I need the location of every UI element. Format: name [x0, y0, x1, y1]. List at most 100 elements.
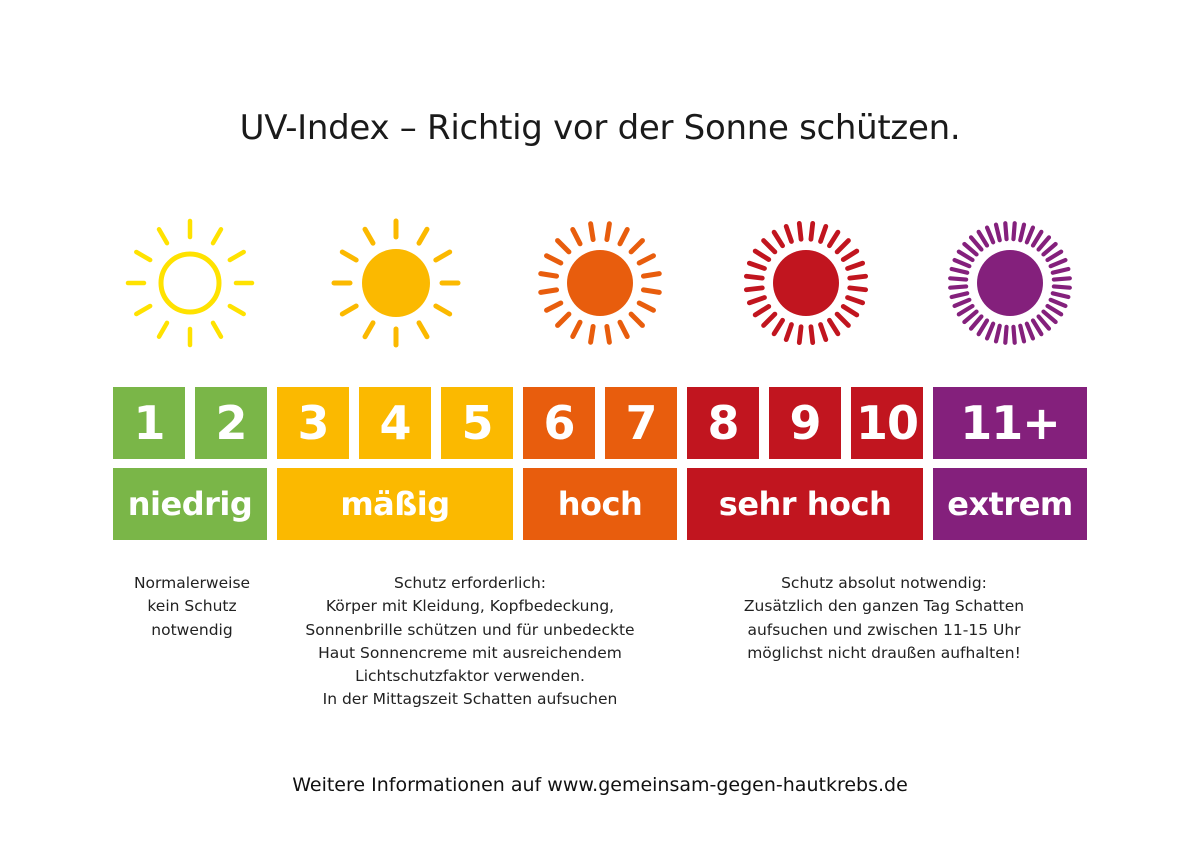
- sun-ray: [771, 229, 785, 249]
- sun-ray: [134, 303, 153, 317]
- sun-ray: [1045, 303, 1064, 317]
- uv-index-6: 6: [523, 387, 595, 459]
- description-low: Normalerweise kein Schutz notwendig: [112, 572, 272, 642]
- sun-ray: [834, 311, 851, 328]
- sun-ray: [1030, 318, 1044, 337]
- sun-ray: [1003, 324, 1009, 345]
- sun-ray: [588, 323, 596, 345]
- description-line: Normalerweise: [133, 574, 251, 592]
- sun-ray: [761, 238, 778, 255]
- sun-ray: [1045, 249, 1064, 263]
- sun-ray: [783, 223, 794, 244]
- sun-ray: [752, 304, 772, 318]
- sun-ray: [433, 249, 453, 263]
- sun-ray: [743, 285, 765, 293]
- sun-ray: [1036, 314, 1052, 331]
- sun-filled-icon: [326, 213, 466, 353]
- sun-ray: [761, 311, 778, 328]
- sun-ray: [544, 253, 564, 266]
- sun-ray: [227, 249, 246, 263]
- description-line: Zusätzlich den ganzen Tag Schatten: [743, 597, 1025, 616]
- sun-ray: [827, 229, 841, 249]
- sun-ray: [827, 317, 841, 337]
- sun-ray: [771, 317, 785, 337]
- sun-ray: [949, 291, 970, 300]
- level-high: hoch: [523, 468, 677, 540]
- sun-disc: [773, 250, 839, 316]
- sun-ray: [783, 322, 794, 343]
- sun-ray: [808, 324, 816, 346]
- uv-index-9: 9: [769, 387, 841, 459]
- sun-ray: [752, 248, 772, 262]
- sun-densest-rays-icon: [940, 213, 1080, 353]
- sun-ray: [1041, 309, 1058, 325]
- uv-index-3: 3: [277, 387, 349, 459]
- sun-ray: [617, 227, 630, 247]
- sun-ray: [976, 318, 990, 337]
- sun-ray: [968, 314, 984, 331]
- description-line: Schutz absolut notwendig:: [781, 574, 987, 592]
- sun-ray: [1051, 284, 1072, 290]
- sun-ray: [847, 273, 869, 281]
- sun-ray: [1011, 221, 1017, 242]
- sun-ray: [636, 253, 656, 266]
- uv-index-10: 10: [851, 387, 923, 459]
- sun-ray: [993, 222, 1002, 243]
- description-line: Schutz erforderlich:: [393, 574, 547, 592]
- uv-index-1: 1: [113, 387, 185, 459]
- sun-ray: [840, 248, 860, 262]
- sun-ray: [570, 319, 583, 339]
- sun-ray: [962, 309, 979, 325]
- sun-ray: [1036, 235, 1052, 252]
- sun-disc: [158, 251, 222, 315]
- description-line: kein Schutz: [147, 597, 237, 616]
- sun-ray: [362, 320, 376, 340]
- sun-ray: [1050, 266, 1071, 275]
- sun-ray: [968, 235, 984, 252]
- sun-outline-icon: [120, 213, 260, 353]
- sun-ray: [845, 260, 866, 271]
- sun-ray: [1018, 323, 1027, 344]
- sun-ray: [538, 287, 560, 295]
- sun-ray: [948, 284, 969, 290]
- sun-ray: [1024, 225, 1036, 245]
- level-low: niedrig: [113, 468, 267, 540]
- description-line: aufsuchen und zwischen 11-15 Uhr: [747, 620, 1021, 639]
- sun-ray: [416, 320, 430, 340]
- description-line: Sonnenbrille schützen und für unbedeckte: [305, 620, 635, 639]
- description-line: notwendig: [151, 620, 233, 639]
- sun-ray: [156, 227, 170, 246]
- uv-index-4: 4: [359, 387, 431, 459]
- sun-ray: [339, 249, 359, 263]
- sun-ray: [796, 220, 804, 242]
- sun-ray: [640, 287, 662, 295]
- sun-ray: [628, 238, 645, 255]
- description-moderate: Schutz erforderlich: Körper mit Kleidung…: [270, 572, 670, 712]
- sun-ray: [636, 300, 656, 313]
- sun-ray: [628, 311, 645, 328]
- sun-ray: [640, 271, 662, 279]
- sun-ray: [227, 303, 246, 317]
- sun-ray: [834, 238, 851, 255]
- sun-ray: [847, 285, 869, 293]
- sun-ray: [949, 266, 970, 275]
- sun-ray: [962, 241, 979, 257]
- sun-ray: [1011, 324, 1017, 345]
- sun-ray: [544, 300, 564, 313]
- sun-ray: [1024, 321, 1036, 341]
- sun-ray: [993, 323, 1002, 344]
- sun-ray: [948, 276, 969, 282]
- sun-ray: [433, 303, 453, 317]
- footer-info-link[interactable]: Weitere Informationen auf www.gemeinsam-…: [292, 774, 908, 796]
- sun-denser-rays-icon: [736, 213, 876, 353]
- sun-ray: [362, 226, 376, 246]
- uv-index-7: 7: [605, 387, 677, 459]
- sun-ray: [796, 324, 804, 346]
- sun-ray: [1048, 257, 1068, 269]
- description-line: Lichtschutzfaktor verwenden.: [355, 667, 585, 686]
- sun-ray: [984, 225, 996, 245]
- sun-ray: [538, 271, 560, 279]
- description-line: Körper mit Kleidung, Kopfbedeckung,: [325, 597, 615, 616]
- description-line: Haut Sonnencreme mit ausreichendem: [318, 643, 622, 662]
- uv-index-2: 2: [195, 387, 267, 459]
